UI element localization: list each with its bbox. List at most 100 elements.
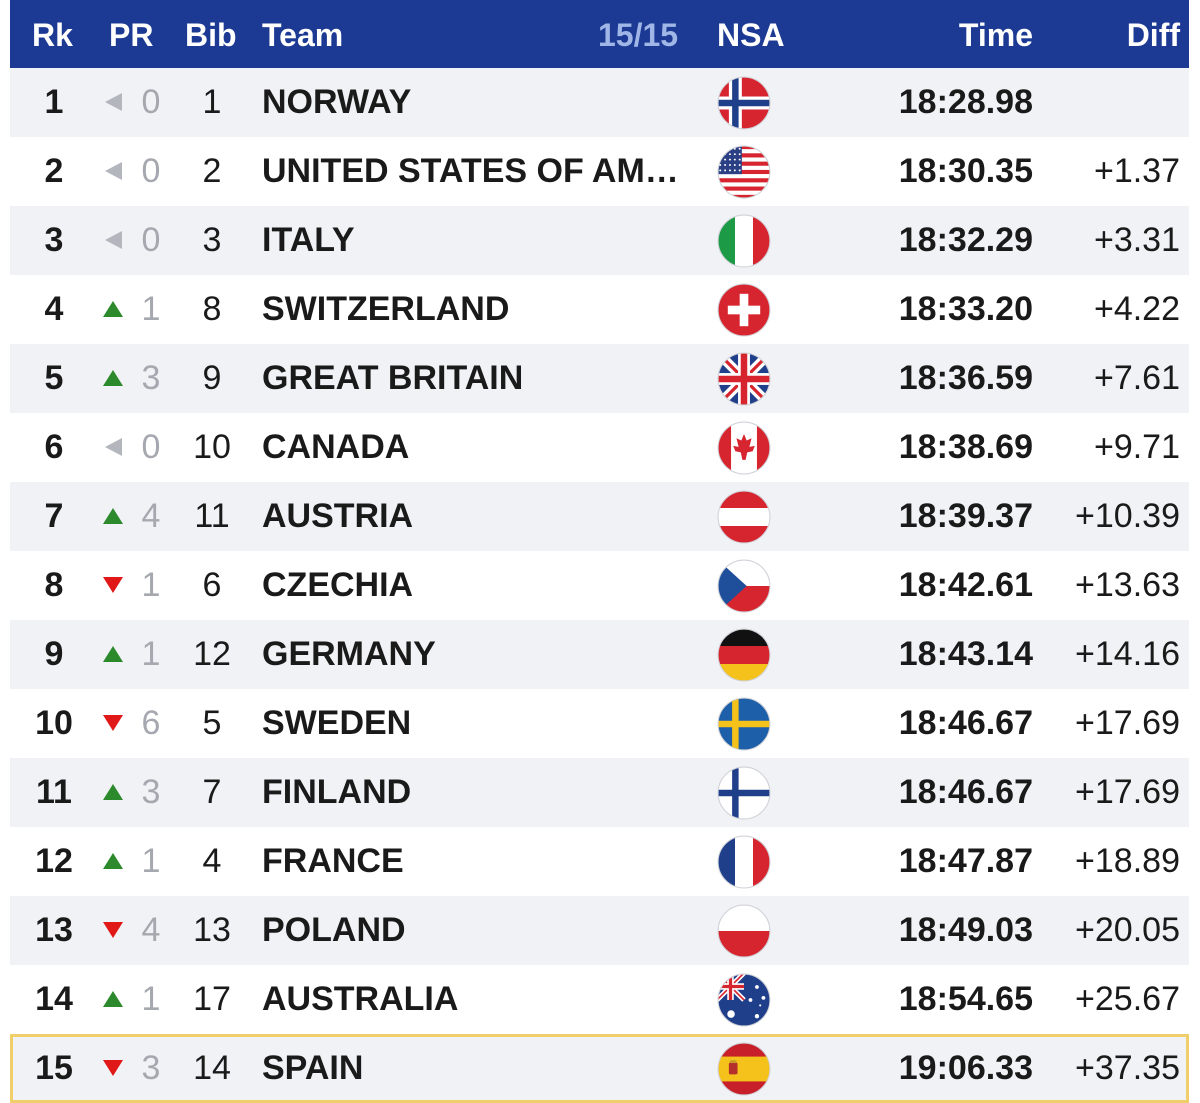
header-bib[interactable]: Bib: [185, 17, 237, 53]
canada-flag-icon: [717, 421, 771, 475]
table-row[interactable]: 6 0 10 CANADA 18:38.69 +9.71: [10, 413, 1189, 482]
time-diff: +4.22: [1093, 290, 1180, 328]
team-name[interactable]: SWITZERLAND: [262, 290, 510, 328]
finish-time: 18:33.20: [898, 290, 1033, 328]
finish-time: 18:46.67: [898, 704, 1033, 742]
team-name[interactable]: CANADA: [262, 428, 410, 466]
finish-time: 18:30.35: [898, 152, 1033, 190]
bib-number: 12: [193, 635, 231, 673]
arrow-up-icon: [100, 758, 128, 827]
position-change: 3: [141, 773, 161, 811]
table-row[interactable]: 5 3 9 GREAT BRITAIN 18:36.59 +7.61: [10, 344, 1189, 413]
finish-time: 18:32.29: [898, 221, 1033, 259]
table-row[interactable]: 12 1 4 FRANCE 18:47.87 +18.89: [10, 827, 1189, 896]
team-name[interactable]: AUSTRIA: [262, 497, 414, 535]
header-time[interactable]: Time: [958, 17, 1033, 53]
team-name[interactable]: FINLAND: [262, 773, 412, 811]
team-name[interactable]: GREAT BRITAIN: [262, 359, 524, 397]
arrow-down-icon: [100, 1034, 128, 1103]
position-change: 0: [141, 83, 161, 121]
team-name[interactable]: SPAIN: [262, 1049, 364, 1087]
rank: 7: [44, 497, 64, 535]
position-change: 6: [141, 704, 161, 742]
position-change: 3: [141, 1049, 161, 1087]
time-diff: +7.61: [1093, 359, 1180, 397]
team-name[interactable]: AUSTRALIA: [262, 980, 459, 1018]
time-diff: +1.37: [1093, 152, 1180, 190]
time-diff: +13.63: [1075, 566, 1180, 604]
team-name[interactable]: FRANCE: [262, 842, 404, 880]
bib-number: 3: [202, 221, 222, 259]
table-row[interactable]: 4 1 8 SWITZERLAND 18:33.20 +4.22: [10, 275, 1189, 344]
position-change: 1: [141, 842, 161, 880]
position-change: 4: [141, 911, 161, 949]
header-nsa[interactable]: NSA: [717, 17, 785, 53]
team-name[interactable]: UNITED STATES OF AM…: [262, 152, 679, 190]
germany-flag-icon: [717, 628, 771, 682]
arrow-left-icon: [100, 137, 128, 206]
finish-time: 18:38.69: [898, 428, 1033, 466]
finish-time: 18:36.59: [898, 359, 1033, 397]
austria-flag-icon: [717, 490, 771, 544]
finish-time: 18:43.14: [898, 635, 1033, 673]
rank: 12: [35, 842, 73, 880]
arrow-left-icon: [100, 206, 128, 275]
bib-number: 10: [193, 428, 231, 466]
rank: 11: [36, 773, 72, 811]
rank: 14: [35, 980, 73, 1018]
position-change: 0: [141, 221, 161, 259]
table-row[interactable]: 10 6 5 SWEDEN 18:46.67 +17.69: [10, 689, 1189, 758]
position-change: 1: [141, 980, 161, 1018]
position-change: 1: [141, 566, 161, 604]
rank: 3: [44, 221, 64, 259]
table-row[interactable]: 9 1 12 GERMANY 18:43.14 +14.16: [10, 620, 1189, 689]
table-row[interactable]: 8 1 6 CZECHIA 18:42.61 +13.63: [10, 551, 1189, 620]
position-change: 0: [141, 152, 161, 190]
team-name[interactable]: ITALY: [262, 221, 355, 259]
france-flag-icon: [717, 835, 771, 889]
arrow-down-icon: [100, 689, 128, 758]
finish-time: 18:46.67: [898, 773, 1033, 811]
finish-time: 18:49.03: [898, 911, 1033, 949]
finland-flag-icon: [717, 766, 771, 820]
table-row[interactable]: 13 4 13 POLAND 18:49.03 +20.05: [10, 896, 1189, 965]
team-name[interactable]: SWEDEN: [262, 704, 412, 742]
table-row[interactable]: 1 0 1 NORWAY 18:28.98: [10, 68, 1189, 137]
norway-flag-icon: [717, 76, 771, 130]
header-diff[interactable]: Diff: [1126, 17, 1180, 53]
rank: 4: [44, 290, 64, 328]
header-team[interactable]: Team: [262, 17, 344, 53]
bib-number: 17: [193, 980, 231, 1018]
time-diff: [1050, 68, 1180, 137]
header-pr[interactable]: PR: [109, 17, 154, 53]
team-name[interactable]: CZECHIA: [262, 566, 414, 604]
arrow-down-icon: [100, 896, 128, 965]
time-diff: +37.35: [1075, 1049, 1180, 1087]
header-rk[interactable]: Rk: [32, 17, 73, 53]
position-change: 4: [141, 497, 161, 535]
rank: 15: [35, 1049, 73, 1087]
team-name[interactable]: NORWAY: [262, 83, 412, 121]
team-name[interactable]: POLAND: [262, 911, 406, 949]
bib-number: 7: [202, 773, 222, 811]
table-row[interactable]: 2 0 2 UNITED STATES OF AM… 18:30.35 +1.37: [10, 137, 1189, 206]
table-row[interactable]: 3 0 3 ITALY 18:32.29 +3.31: [10, 206, 1189, 275]
table-row[interactable]: 15 3 14 SPAIN 19:06.33 +37.35: [10, 1034, 1189, 1103]
position-change: 1: [141, 290, 161, 328]
time-diff: +14.16: [1075, 635, 1180, 673]
great-britain-flag-icon: [717, 352, 771, 406]
table-row[interactable]: 11 3 7 FINLAND 18:46.67 +17.69: [10, 758, 1189, 827]
czechia-flag-icon: [717, 559, 771, 613]
time-diff: +20.05: [1075, 911, 1180, 949]
position-change: 0: [141, 428, 161, 466]
table-row[interactable]: 7 4 11 AUSTRIA 18:39.37 +10.39: [10, 482, 1189, 551]
rank: 8: [44, 566, 64, 604]
rank: 10: [35, 704, 73, 742]
bib-number: 11: [194, 497, 230, 535]
rank: 1: [44, 83, 64, 121]
bib-number: 6: [202, 566, 222, 604]
team-name[interactable]: GERMANY: [262, 635, 436, 673]
finish-time: 19:06.33: [898, 1049, 1033, 1087]
bib-number: 1: [202, 83, 222, 121]
table-row[interactable]: 14 1 17 AUSTRALIA 18:54.65 +25.67: [10, 965, 1189, 1034]
